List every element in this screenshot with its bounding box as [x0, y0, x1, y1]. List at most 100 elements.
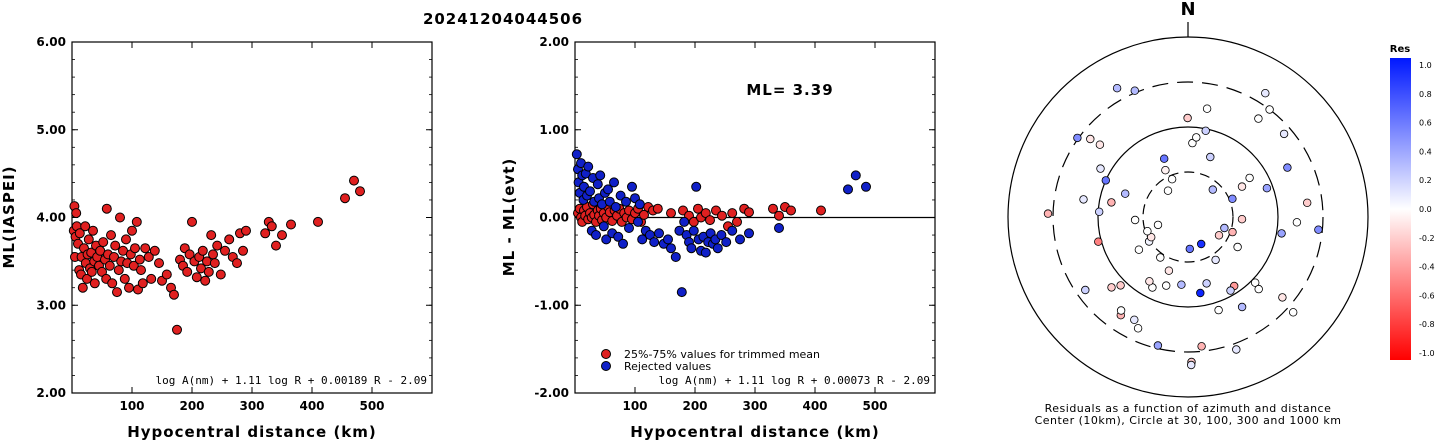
data-point — [137, 278, 148, 289]
station-residual-point — [1043, 209, 1053, 218]
data-point — [112, 287, 122, 298]
station-residual-point — [1095, 140, 1105, 149]
north-label: N — [1180, 0, 1195, 20]
station-residual-point — [1214, 305, 1223, 315]
plot-frame — [71, 41, 433, 394]
x-axis-label: Hypocentral distance (km) — [630, 423, 880, 441]
data-point — [121, 234, 131, 245]
y-tick-label: 5.00 — [36, 123, 66, 137]
data-point — [260, 228, 271, 239]
station-residual-point — [1101, 176, 1110, 185]
station-residual-point — [1161, 165, 1170, 175]
station-residual-point — [1120, 189, 1130, 198]
y-tick-label: 1.00 — [539, 123, 569, 137]
data-point — [639, 209, 649, 220]
station-residual-point — [1188, 138, 1197, 148]
data-point — [598, 221, 609, 232]
data-point — [652, 203, 663, 214]
data-point — [585, 186, 595, 197]
data-point — [627, 181, 637, 192]
data-point — [110, 240, 121, 251]
station-residual-point — [1254, 114, 1263, 123]
colorbar-tick-label: 0.8 — [1419, 90, 1432, 99]
x-tick-label: 500 — [359, 399, 384, 413]
data-point — [712, 243, 723, 254]
station-residual-point — [1079, 195, 1088, 204]
data-point — [215, 269, 226, 280]
data-point — [843, 184, 853, 195]
data-point — [592, 179, 603, 190]
legend-marker-trimmed — [601, 349, 611, 359]
station-residual-point — [1130, 215, 1140, 225]
colorbar-tick-label: -0.4 — [1419, 263, 1435, 272]
station-residual-point — [1237, 182, 1247, 191]
data-point — [716, 230, 727, 240]
x-tick-label: 200 — [682, 399, 707, 413]
data-point — [688, 225, 699, 236]
legend-label-rejected: Rejected values — [624, 360, 711, 373]
data-point — [744, 228, 754, 239]
colorbar-tick-label: -0.2 — [1419, 234, 1435, 243]
data-point — [124, 282, 134, 293]
station-residual-point — [1202, 104, 1212, 113]
data-point — [149, 245, 160, 256]
data-point — [700, 247, 711, 258]
data-point — [220, 245, 230, 256]
station-residual-point — [1146, 232, 1156, 242]
data-point — [203, 266, 214, 277]
station-residual-point — [1237, 302, 1247, 312]
colorbar-title: Res — [1390, 44, 1410, 55]
polar-caption-line2: Center (10km), Circle at 30, 100, 300 an… — [1035, 414, 1342, 427]
y-tick-label: 4.00 — [36, 211, 66, 225]
station-residual-point — [1292, 218, 1302, 227]
station-residual-point — [1250, 278, 1260, 287]
data-point — [583, 161, 594, 172]
station-residual-point — [1196, 288, 1205, 298]
station-residual-point — [1153, 341, 1163, 350]
data-point — [603, 184, 613, 195]
station-residual-point — [1073, 133, 1082, 143]
x-tick-label: 400 — [299, 399, 324, 413]
data-point — [686, 243, 697, 254]
colorbar-tick-label: 0.6 — [1419, 119, 1432, 128]
station-residual-point — [1302, 198, 1312, 207]
station-residual-point — [1094, 207, 1104, 216]
data-point — [633, 216, 643, 227]
data-point — [613, 231, 624, 242]
data-point — [727, 225, 738, 236]
data-point — [774, 223, 784, 233]
station-residual-point — [1314, 225, 1323, 234]
station-residual-point — [1232, 345, 1241, 354]
legend-label-trimmed: 25%-75% values for trimmed mean — [624, 348, 820, 361]
data-point — [735, 234, 745, 245]
data-point — [130, 243, 140, 254]
station-residual-point — [1167, 174, 1177, 184]
data-point — [88, 225, 98, 236]
ml-event-value: ML= 3.39 — [746, 81, 833, 99]
data-point — [187, 216, 197, 227]
data-point — [89, 278, 100, 289]
data-point — [816, 205, 826, 216]
y-tick-label: 6.00 — [36, 35, 66, 49]
data-point — [208, 249, 218, 260]
data-point — [232, 258, 242, 269]
range-circle-1000km — [1007, 36, 1369, 398]
data-point — [654, 228, 664, 239]
data-point — [131, 216, 142, 227]
y-tick-label: 2.00 — [539, 35, 569, 49]
data-point — [744, 207, 754, 218]
data-point — [101, 203, 112, 214]
data-point — [634, 199, 645, 210]
data-point — [238, 245, 248, 256]
station-residual-point — [1214, 231, 1224, 240]
data-point — [77, 282, 88, 293]
station-residual-point — [1228, 227, 1237, 237]
data-point — [184, 249, 195, 260]
x-tick-label: 100 — [622, 399, 647, 413]
azimuth-residual-panel: N Residuals as a function of azimuth and… — [1007, 0, 1369, 427]
data-point — [313, 216, 323, 227]
data-point — [161, 269, 172, 280]
data-point — [340, 193, 350, 204]
data-point — [136, 265, 146, 276]
station-residual-point — [1279, 129, 1289, 139]
